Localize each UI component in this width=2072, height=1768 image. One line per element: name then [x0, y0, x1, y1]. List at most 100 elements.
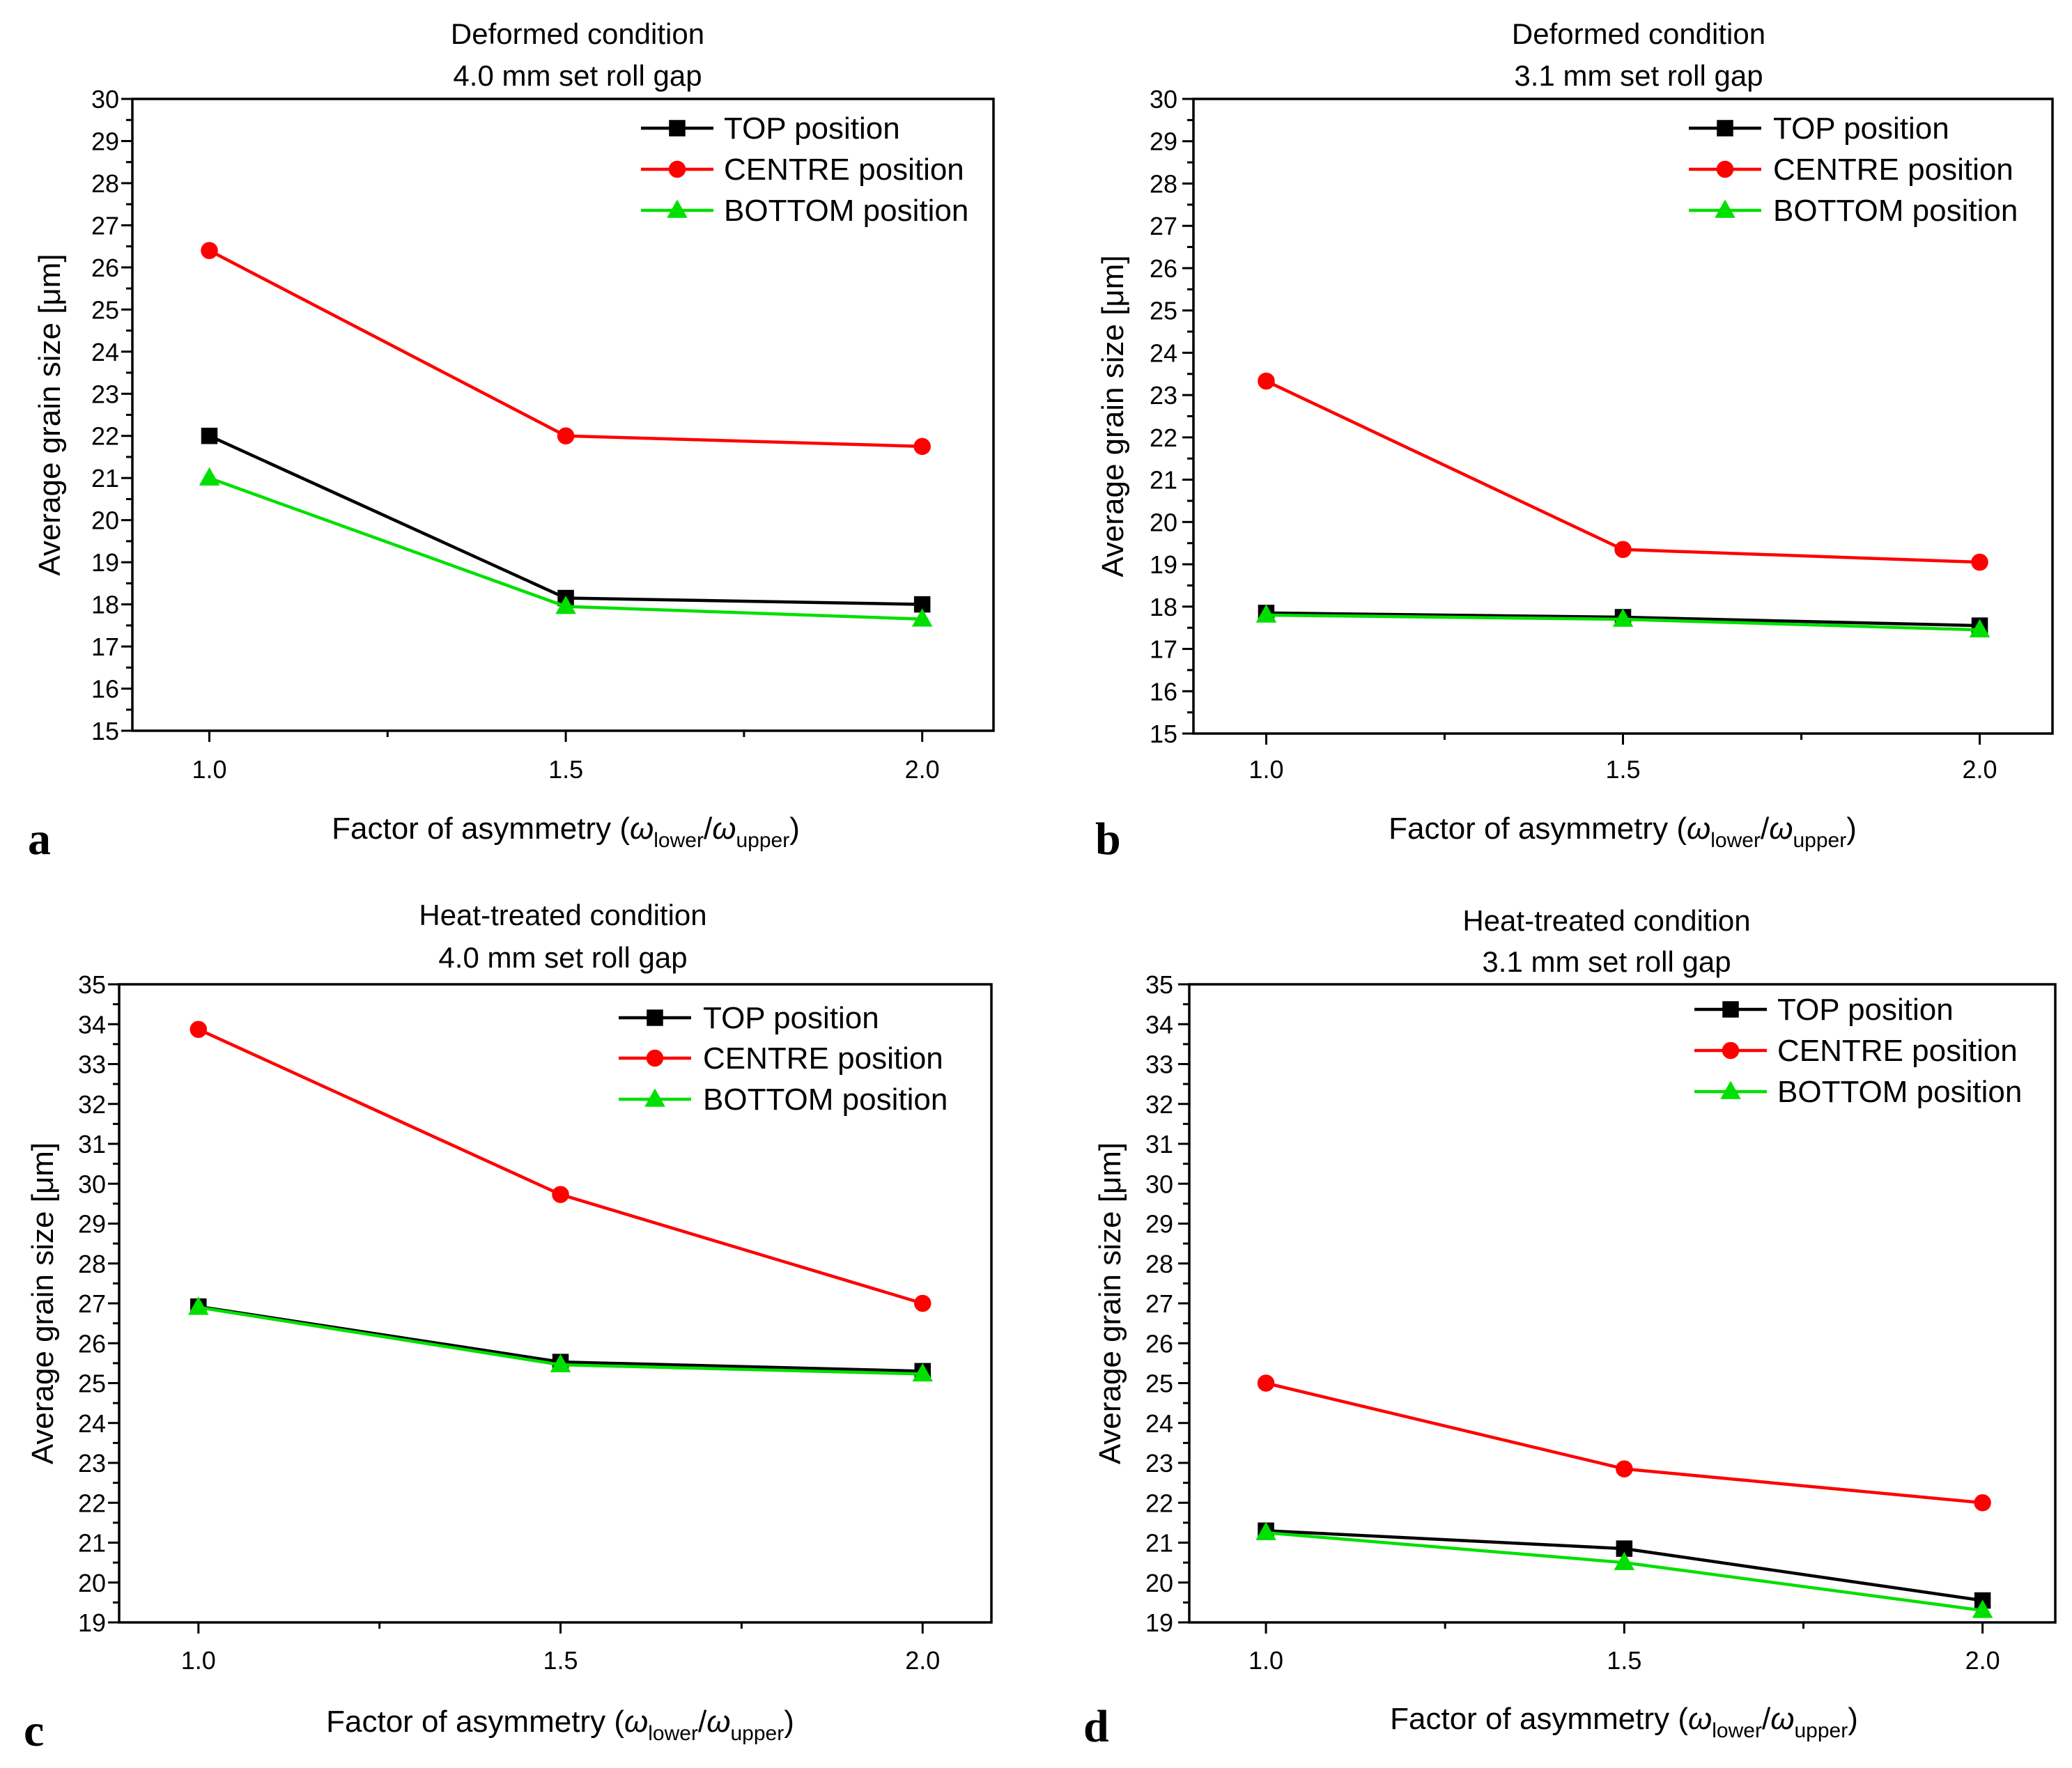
y-tick-label: 23	[1150, 381, 1177, 410]
legend-label-top: TOP position	[724, 111, 900, 146]
legend-marker-centre	[1722, 1041, 1740, 1060]
y-tick-label: 31	[1145, 1130, 1173, 1158]
series-centre	[1258, 372, 1988, 571]
y-tick-label: 23	[91, 380, 119, 408]
legend-entry-bottom: BOTTOM position	[641, 194, 968, 228]
y-tick-label: 35	[1145, 970, 1173, 999]
y-tick-label: 26	[1150, 254, 1177, 283]
subscript-lower: lower	[654, 829, 704, 852]
y-tick-label: 29	[78, 1210, 106, 1239]
legend-marker-bottom	[667, 199, 688, 218]
y-tick-label: 34	[78, 1010, 106, 1039]
series-centre	[201, 242, 931, 456]
legend-marker-bottom	[1715, 199, 1735, 218]
data-point-centre	[1974, 1494, 1991, 1512]
y-tick-label: 26	[78, 1329, 106, 1358]
legend-label-bottom: BOTTOM position	[1773, 194, 2018, 228]
legend-marker-centre	[1716, 160, 1734, 178]
data-point-bottom	[555, 596, 576, 614]
y-tick-label: 21	[1150, 466, 1177, 495]
y-tick-label: 15	[91, 717, 119, 745]
x-axis-label: Factor of asymmetry (ωlower/ωupper)	[326, 1705, 794, 1745]
chart-title-line-1: Deformed condition	[451, 17, 704, 50]
y-tick-label: 19	[91, 548, 119, 577]
legend-marker-centre	[668, 160, 686, 178]
y-axis-label: Average grain size [μm]	[26, 1142, 60, 1464]
y-tick-label: 26	[91, 254, 119, 282]
y-tick-label: 27	[78, 1289, 106, 1318]
slash: /	[704, 812, 713, 846]
legend-label-centre: CENTRE position	[1777, 1034, 2018, 1068]
plot-frame	[131, 98, 995, 732]
legend: TOP position CENTRE position BOTTOM positi…	[1689, 111, 2018, 228]
chart-title-line-1: Deformed condition	[1512, 17, 1765, 50]
y-tick-label: 33	[1145, 1050, 1173, 1079]
y-tick-label: 25	[1150, 297, 1177, 325]
chart-panel-c: Heat-treated condition 4.0 mm set roll ga…	[24, 899, 993, 1756]
y-tick-label: 18	[91, 591, 119, 619]
y-tick-label: 27	[91, 211, 119, 240]
legend-label-top: TOP position	[1773, 111, 1949, 146]
x-tick-label: 1.0	[192, 755, 226, 784]
data-point-bottom	[1255, 1521, 1276, 1540]
legend-marker-bottom	[644, 1088, 665, 1107]
y-tick-label: 32	[78, 1090, 106, 1119]
chart-title-line-2: 3.1 mm set roll gap	[1482, 945, 1731, 978]
y-tick-label: 34	[1145, 1010, 1173, 1039]
legend-label-centre: CENTRE position	[703, 1041, 943, 1076]
data-point-centre	[914, 1294, 931, 1312]
legend-label-centre: CENTRE position	[1773, 153, 2013, 187]
legend-entry-top: TOP position	[619, 1001, 879, 1035]
chart-title-line-2: 4.0 mm set roll gap	[438, 941, 687, 974]
panel-letter: d	[1083, 1701, 1109, 1752]
y-tick-label: 16	[1150, 677, 1177, 706]
legend-entry-centre: CENTRE position	[1689, 153, 2013, 187]
subscript-upper: upper	[1794, 1719, 1848, 1742]
x-axis-label-text: Factor of asymmetry (	[1389, 812, 1687, 846]
data-point-centre	[1614, 541, 1632, 559]
y-tick-label: 25	[78, 1370, 106, 1398]
y-tick-label: 25	[1145, 1370, 1173, 1398]
x-tick-label: 1.5	[1607, 1646, 1641, 1675]
legend-label-bottom: BOTTOM position	[724, 194, 968, 228]
legend: TOP position CENTRE position BOTTOM positi…	[1694, 993, 2022, 1109]
plot-frame	[118, 983, 993, 1624]
slash: /	[1762, 1702, 1771, 1736]
series-bottom	[188, 1296, 934, 1382]
data-point-bottom	[1255, 604, 1277, 623]
y-tick-label: 17	[1150, 635, 1177, 664]
chart-panel-b: Deformed condition 3.1 mm set roll gap 15 1…	[1095, 17, 2054, 864]
y-tick-label: 24	[78, 1409, 106, 1438]
legend-marker-top	[1722, 1001, 1739, 1018]
y-tick-label: 22	[1150, 424, 1177, 452]
y-tick-label: 21	[1145, 1529, 1173, 1558]
y-tick-label: 22	[78, 1489, 106, 1517]
data-point-centre	[201, 242, 218, 259]
omega-symbol: ω	[712, 812, 736, 846]
x-axis-label: Factor of asymmetry (ωlower/ωupper)	[332, 812, 800, 852]
panel-letter: b	[1095, 814, 1121, 864]
y-tick-label: 24	[1145, 1409, 1173, 1438]
y-tick-label: 24	[1150, 339, 1177, 367]
legend-label-top: TOP position	[703, 1001, 879, 1035]
y-tick-label: 21	[91, 464, 119, 493]
data-point-centre	[1257, 1374, 1275, 1392]
omega-symbol: ω	[706, 1705, 730, 1739]
data-point-bottom	[911, 608, 933, 627]
legend-entry-centre: CENTRE position	[641, 153, 964, 187]
legend-label-bottom: BOTTOM position	[1777, 1075, 2022, 1109]
y-tick-label: 24	[91, 338, 119, 366]
omega-symbol: ω	[1688, 1702, 1712, 1736]
subscript-lower: lower	[648, 1722, 698, 1745]
data-point-bottom	[550, 1354, 571, 1372]
chart-title-line-1: Heat-treated condition	[419, 899, 706, 931]
legend-marker-bottom	[1720, 1080, 1741, 1099]
chart-title-line-2: 3.1 mm set roll gap	[1514, 59, 1763, 92]
x-axis-label-text: Factor of asymmetry (	[326, 1705, 624, 1739]
chart-panel-d: Heat-treated condition 3.1 mm set roll ga…	[1083, 904, 2057, 1752]
legend-entry-top: TOP position	[641, 111, 900, 146]
data-point-bottom	[1972, 1599, 1993, 1618]
subscript-upper: upper	[1793, 829, 1846, 852]
slash: /	[698, 1705, 707, 1739]
x-tick-label: 1.5	[548, 755, 583, 784]
